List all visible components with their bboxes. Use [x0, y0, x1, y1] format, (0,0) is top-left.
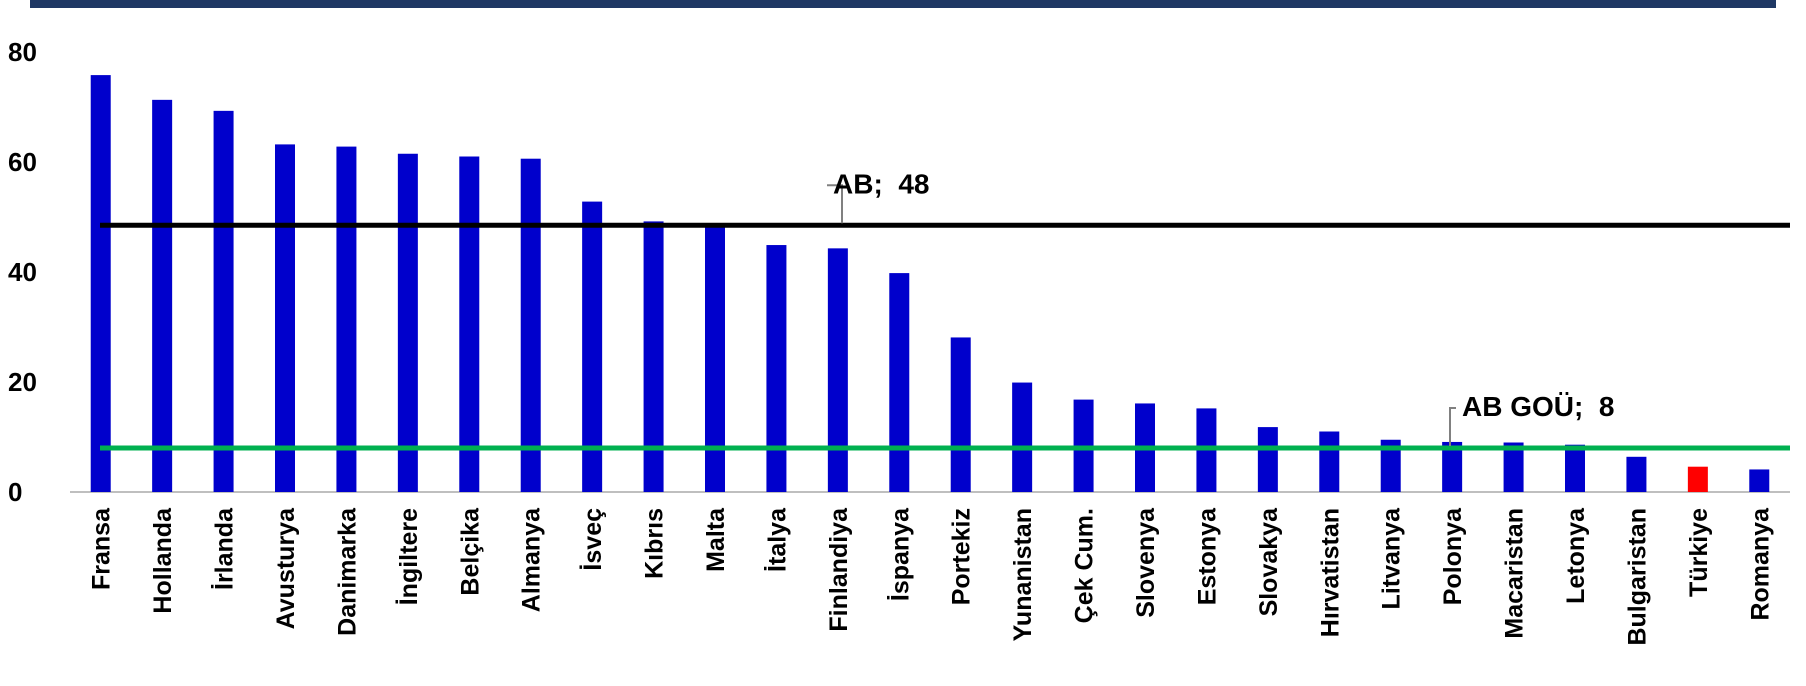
bar-5 — [336, 146, 357, 492]
bar-12 — [766, 245, 787, 492]
bar-20 — [1257, 427, 1278, 492]
category-label: İsveç — [579, 508, 607, 571]
category-label: Litvanya — [1378, 507, 1406, 610]
y-axis: 0 20 40 60 80 — [8, 37, 37, 507]
category-label: İtalya — [763, 507, 791, 572]
category-label: Kıbrıs — [641, 508, 669, 579]
category-label: Slovenya — [1132, 507, 1160, 618]
y-tick-label: 60 — [8, 147, 37, 177]
bar-9 — [582, 201, 603, 492]
category-label: Çek Cum. — [1071, 508, 1099, 623]
bar-7 — [459, 156, 480, 492]
header-bar — [30, 0, 1776, 8]
category-label: Bulgaristan — [1623, 508, 1651, 646]
y-tick-label: 0 — [8, 477, 22, 507]
category-label: Portekiz — [948, 508, 976, 605]
category-label: Letonya — [1562, 507, 1590, 604]
category-label: İspanya — [886, 507, 914, 601]
bar-10 — [643, 221, 664, 492]
bar-15 — [950, 337, 971, 492]
category-label: Romanya — [1746, 507, 1774, 621]
bar-4 — [275, 144, 295, 492]
bar-28 — [1749, 469, 1770, 492]
category-label: Polonya — [1439, 507, 1467, 605]
bar-26 — [1626, 456, 1647, 492]
bar-3 — [213, 110, 234, 492]
category-label: Belçika — [456, 507, 484, 596]
annotation-leader — [827, 184, 843, 224]
category-label: Danimarka — [333, 507, 361, 636]
bar-6 — [397, 153, 418, 492]
x-axis-labels: Fransa Hollanda İrlanda Avusturya Danimarka İ… — [88, 507, 1775, 646]
bar-16 — [1012, 382, 1033, 492]
bar-8 — [520, 158, 541, 492]
bar-1 — [90, 75, 111, 492]
category-label: Avusturya — [272, 507, 300, 629]
bar-24 — [1503, 442, 1524, 492]
category-label: İngiltere — [395, 508, 423, 605]
category-label: Estonya — [1193, 507, 1221, 605]
y-tick-label: 40 — [8, 257, 37, 287]
category-label: Almanya — [518, 507, 546, 612]
bar-13 — [827, 248, 848, 492]
category-label: Malta — [702, 507, 730, 572]
category-label: Finlandiya — [825, 507, 853, 632]
category-label: İrlanda — [211, 507, 239, 590]
bar-21 — [1319, 431, 1340, 492]
annotation-leader — [1449, 407, 1456, 446]
bar-2 — [152, 99, 173, 492]
category-label: Hırvatistan — [1316, 508, 1344, 637]
bar-23 — [1442, 441, 1463, 492]
bar-22 — [1380, 439, 1401, 492]
category-label: Macaristan — [1501, 508, 1529, 639]
y-tick-label: 20 — [8, 367, 37, 397]
bar-25 — [1565, 444, 1585, 492]
category-label: Slovakya — [1255, 507, 1283, 617]
bar-14 — [889, 273, 910, 492]
reference-lines: AB; 48 AB GOÜ; 8 — [100, 168, 1790, 451]
reference-line-label: AB GOÜ; 8 — [1462, 391, 1614, 422]
category-label: Hollanda — [149, 507, 177, 614]
category-label: Türkiye — [1685, 508, 1713, 597]
category-label: Yunanistan — [1009, 508, 1037, 641]
bars — [90, 75, 1770, 492]
bar-11 — [705, 223, 725, 492]
y-tick-label: 80 — [8, 37, 37, 67]
bar-27 — [1687, 466, 1708, 492]
reference-line-label: AB; 48 — [833, 168, 929, 199]
category-label: Fransa — [88, 507, 116, 590]
